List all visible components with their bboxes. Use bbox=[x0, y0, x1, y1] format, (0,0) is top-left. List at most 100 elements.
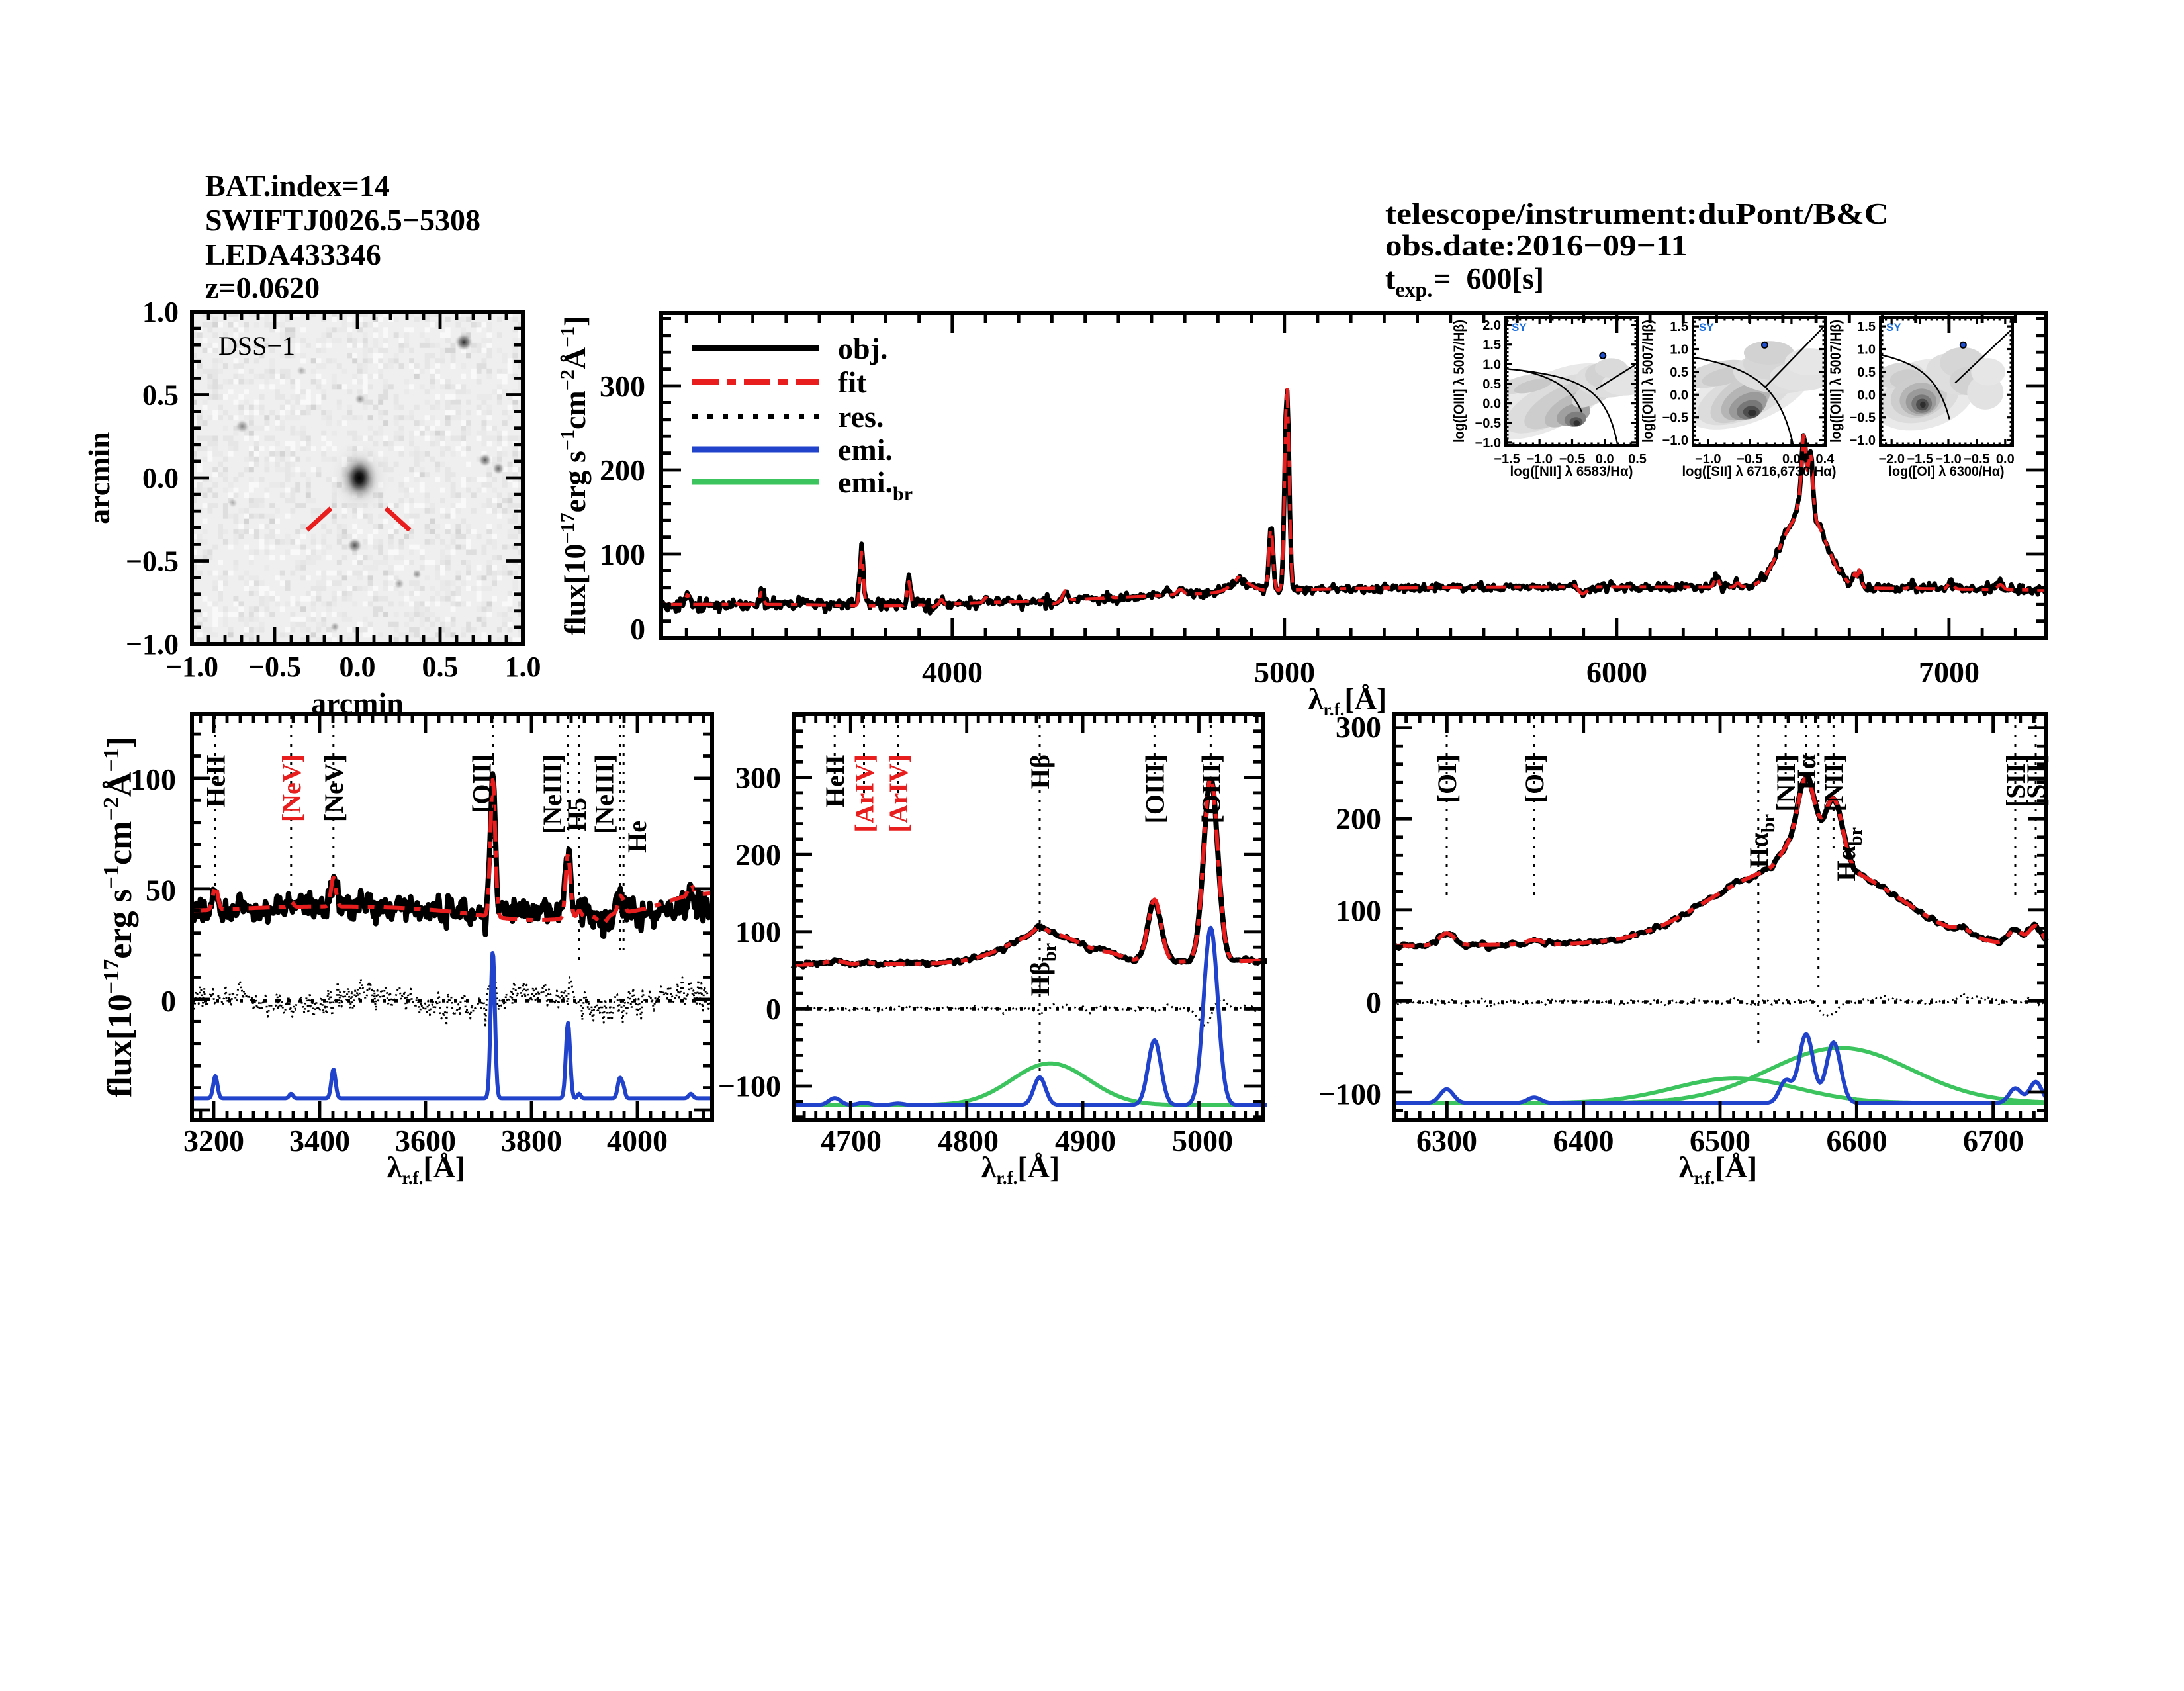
svg-text:[NeIII]: [NeIII] bbox=[590, 754, 619, 834]
svg-text:50: 50 bbox=[146, 874, 176, 907]
svg-text:Hα: Hα bbox=[1792, 754, 1821, 790]
svg-text:0.5: 0.5 bbox=[1482, 377, 1501, 392]
svg-text:−0.5: −0.5 bbox=[1964, 452, 1989, 467]
svg-text:1.0: 1.0 bbox=[505, 651, 541, 683]
svg-text:[OI]: [OI] bbox=[1520, 754, 1549, 803]
svg-text:Hαbr: Hαbr bbox=[1744, 814, 1779, 868]
svg-text:100: 100 bbox=[130, 762, 176, 796]
svg-text:4000: 4000 bbox=[922, 655, 983, 689]
svg-text:−0.5: −0.5 bbox=[1737, 452, 1762, 467]
svg-text:−1.5: −1.5 bbox=[1907, 452, 1933, 467]
svg-text:SY: SY bbox=[1886, 321, 1901, 334]
svg-text:3600: 3600 bbox=[395, 1124, 456, 1158]
svg-text:−0.5: −0.5 bbox=[1662, 411, 1688, 426]
svg-text:0.0: 0.0 bbox=[142, 462, 179, 494]
svg-text:1.0: 1.0 bbox=[142, 296, 179, 328]
svg-text:6300: 6300 bbox=[1416, 1124, 1477, 1158]
svg-text:4800: 4800 bbox=[938, 1124, 999, 1158]
svg-text:0: 0 bbox=[1366, 985, 1381, 1019]
svg-text:telescope/instrument:duPont/B&: telescope/instrument:duPont/B&C bbox=[1385, 197, 1889, 230]
svg-text:LEDA433346: LEDA433346 bbox=[205, 238, 381, 271]
svg-text:emi.: emi. bbox=[838, 433, 893, 467]
svg-text:res.: res. bbox=[838, 400, 884, 434]
svg-text:−1.0: −1.0 bbox=[165, 651, 218, 683]
svg-text:He: He bbox=[622, 821, 652, 853]
svg-text:−1.0: −1.0 bbox=[1526, 452, 1552, 467]
svg-text:−1.0: −1.0 bbox=[1850, 434, 1876, 448]
svg-text:[ArIV]: [ArIV] bbox=[850, 754, 880, 833]
svg-text:0.5: 0.5 bbox=[1670, 365, 1688, 380]
svg-text:log([SII] λ 6716,6730/Hα): log([SII] λ 6716,6730/Hα) bbox=[1682, 464, 1837, 479]
svg-text:−1.0: −1.0 bbox=[1935, 452, 1961, 467]
svg-text:obs.date:2016−09−11: obs.date:2016−09−11 bbox=[1385, 228, 1688, 262]
svg-text:arcmin: arcmin bbox=[82, 432, 116, 524]
svg-text:3200: 3200 bbox=[183, 1124, 244, 1158]
svg-text:log([OI] λ 6300/Hα): log([OI] λ 6300/Hα) bbox=[1889, 464, 2005, 479]
svg-text:SY: SY bbox=[1699, 321, 1714, 334]
svg-text:6600: 6600 bbox=[1827, 1124, 1888, 1158]
svg-text:0.5: 0.5 bbox=[142, 379, 179, 412]
svg-text:100: 100 bbox=[1336, 893, 1381, 927]
svg-text:λr.f.[Å]: λr.f.[Å] bbox=[981, 1150, 1060, 1188]
svg-text:[OI]: [OI] bbox=[1432, 754, 1462, 803]
svg-text:0: 0 bbox=[161, 984, 176, 1018]
svg-text:λr.f.[Å]: λr.f.[Å] bbox=[387, 1150, 465, 1188]
svg-text:300: 300 bbox=[1336, 710, 1381, 744]
svg-text:−0.5: −0.5 bbox=[1850, 411, 1876, 426]
svg-text:−0.5: −0.5 bbox=[1475, 416, 1501, 431]
svg-text:6400: 6400 bbox=[1553, 1124, 1614, 1158]
svg-text:[NII]: [NII] bbox=[1771, 754, 1801, 812]
svg-text:0.0: 0.0 bbox=[1996, 452, 2015, 467]
svg-text:log([NII] λ 6583/Hα): log([NII] λ 6583/Hα) bbox=[1510, 464, 1633, 479]
svg-text:4900: 4900 bbox=[1055, 1124, 1116, 1158]
svg-text:0.5: 0.5 bbox=[1628, 452, 1647, 467]
svg-text:flux[10−17erg s−1cm−2Å−1]: flux[10−17erg s−1cm−2Å−1] bbox=[99, 737, 139, 1097]
svg-text:200: 200 bbox=[600, 453, 645, 487]
svg-text:1.0: 1.0 bbox=[1857, 343, 1876, 357]
svg-text:DSS−1: DSS−1 bbox=[218, 331, 295, 361]
svg-text:200: 200 bbox=[1336, 802, 1381, 836]
svg-text:0.0: 0.0 bbox=[340, 651, 376, 683]
svg-text:−0.5: −0.5 bbox=[248, 651, 301, 683]
svg-text:H5: H5 bbox=[562, 798, 592, 831]
svg-text:log([OIII] λ 5007/Hβ): log([OIII] λ 5007/Hβ) bbox=[1451, 320, 1467, 443]
svg-text:fit: fit bbox=[838, 365, 867, 399]
svg-text:−1.5: −1.5 bbox=[1494, 452, 1520, 467]
svg-text:5000: 5000 bbox=[1172, 1124, 1233, 1158]
svg-text:4000: 4000 bbox=[607, 1124, 668, 1158]
svg-text:−100: −100 bbox=[718, 1070, 781, 1103]
svg-text:[NeIII]: [NeIII] bbox=[537, 754, 567, 834]
svg-text:6500: 6500 bbox=[1690, 1124, 1751, 1158]
svg-text:[OII]: [OII] bbox=[467, 754, 497, 813]
svg-text:2.0: 2.0 bbox=[1482, 318, 1501, 333]
svg-text:300: 300 bbox=[735, 761, 781, 795]
svg-text:obj.: obj. bbox=[838, 332, 887, 365]
svg-text:SWIFTJ0026.5−5308: SWIFTJ0026.5−5308 bbox=[205, 203, 480, 237]
svg-text:0.0: 0.0 bbox=[1857, 388, 1876, 402]
svg-text:−1.0: −1.0 bbox=[1695, 452, 1721, 467]
svg-text:3800: 3800 bbox=[501, 1124, 562, 1158]
svg-text:1.5: 1.5 bbox=[1482, 338, 1501, 353]
svg-text:6000: 6000 bbox=[1586, 655, 1647, 689]
svg-text:5000: 5000 bbox=[1254, 655, 1315, 689]
svg-text:4700: 4700 bbox=[821, 1124, 882, 1158]
svg-text:−0.5: −0.5 bbox=[126, 545, 179, 578]
svg-text:−100: −100 bbox=[1318, 1077, 1381, 1111]
svg-text:0: 0 bbox=[766, 992, 781, 1026]
svg-text:λr.f.[Å]: λr.f.[Å] bbox=[1679, 1150, 1757, 1188]
svg-text:0.0: 0.0 bbox=[1482, 397, 1501, 412]
svg-text:−2.0: −2.0 bbox=[1878, 452, 1904, 467]
svg-text:100: 100 bbox=[735, 915, 781, 949]
svg-text:[NeV]: [NeV] bbox=[319, 754, 349, 822]
svg-text:flux[10−17erg s−1cm−2Å−1]: flux[10−17erg s−1cm−2Å−1] bbox=[557, 316, 592, 635]
svg-text:Hβ: Hβ bbox=[1025, 754, 1055, 789]
svg-text:λr.f.[Å]: λr.f.[Å] bbox=[1308, 682, 1387, 719]
svg-text:BAT.index=14: BAT.index=14 bbox=[205, 169, 390, 203]
svg-text:[SII]: [SII] bbox=[2001, 754, 2030, 807]
svg-text:0.4: 0.4 bbox=[1815, 452, 1835, 467]
svg-text:1.0: 1.0 bbox=[1482, 357, 1501, 372]
svg-text:0.0: 0.0 bbox=[1596, 452, 1614, 467]
svg-text:[NII]: [NII] bbox=[1819, 754, 1848, 812]
svg-text:−0.5: −0.5 bbox=[1559, 452, 1585, 467]
svg-text:0.5: 0.5 bbox=[1857, 365, 1876, 380]
